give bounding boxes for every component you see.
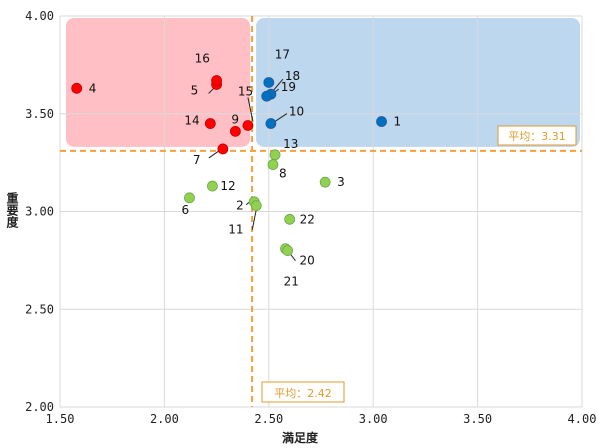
data-point-7 [217, 143, 229, 155]
point-label-9: 9 [231, 112, 239, 126]
low-satisfaction-high-importance-quadrant [66, 18, 251, 147]
leader-line-5 [208, 88, 214, 94]
data-point-6 [184, 192, 195, 204]
data-point-9 [229, 125, 241, 137]
x-tick-label: 4.00 [568, 412, 597, 426]
data-point-21 [282, 245, 293, 257]
point-label-3: 3 [337, 175, 345, 189]
point-label-1: 1 [394, 115, 402, 129]
point-label-7: 7 [193, 153, 201, 167]
x-tick-label: 2.50 [254, 412, 283, 426]
point-label-13: 13 [283, 137, 298, 151]
y-tick-label: 2.00 [25, 400, 54, 414]
data-point-14 [204, 118, 216, 129]
point-label-10: 10 [289, 105, 304, 119]
point-label-6: 6 [181, 203, 189, 217]
point-label-16: 16 [195, 52, 210, 66]
x-axis-title: 満足度 [282, 430, 319, 445]
point-label-5: 5 [191, 83, 199, 97]
y-axis-title: 重要度 [5, 191, 19, 229]
data-point-15 [242, 120, 254, 131]
point-label-20: 20 [300, 254, 315, 268]
quadrant-backgrounds [66, 18, 580, 147]
data-point-8 [267, 159, 279, 170]
data-point-1 [376, 116, 387, 127]
y-average-label-box [497, 125, 577, 146]
leader-line-7 [208, 150, 220, 159]
average-lines [60, 16, 582, 407]
x-tick-label: 3.00 [359, 412, 388, 426]
x-axis-tick-labels: 1.50 2.00 2.50 3.00 3.50 4.00 [46, 412, 597, 426]
point-label-19: 19 [281, 80, 296, 94]
point-label-14: 14 [184, 114, 199, 128]
y-tick-label: 4.00 [25, 9, 54, 23]
data-point-17 [263, 77, 275, 88]
leader-line-11 [251, 209, 257, 230]
y-tick-label: 2.50 [25, 302, 54, 316]
point-label-2: 2 [236, 199, 244, 213]
data-point-13 [269, 149, 281, 161]
point-label-4: 4 [89, 81, 97, 95]
data-point-4 [71, 82, 83, 94]
x-average-label: 平均：2.42 [274, 387, 332, 400]
data-point-3 [319, 176, 331, 188]
point-label-15: 15 [238, 84, 253, 98]
data-points [71, 75, 387, 257]
point-label-11: 11 [228, 223, 243, 237]
x-tick-label: 3.50 [463, 412, 492, 426]
point-label-22: 22 [300, 212, 315, 226]
point-label-18: 18 [285, 69, 300, 83]
y-tick-label: 3.00 [25, 205, 54, 219]
point-label-21: 21 [284, 275, 299, 289]
leader-line-15 [247, 97, 254, 122]
high-satisfaction-high-importance-quadrant [256, 18, 580, 147]
y-tick-label: 3.50 [25, 107, 54, 121]
y-average-label: 平均：3.31 [508, 130, 566, 143]
leader-line-10 [274, 113, 288, 122]
point-label-8: 8 [279, 167, 287, 181]
data-point-16 [211, 75, 223, 86]
data-point-19 [261, 90, 273, 102]
x-tick-label: 1.50 [46, 412, 75, 426]
point-label-12: 12 [220, 179, 235, 193]
data-point-10 [265, 118, 277, 129]
data-point-11 [250, 200, 262, 212]
data-point-22 [284, 213, 296, 225]
data-point-12 [207, 180, 218, 192]
y-axis-tick-labels: 2.00 2.50 3.00 3.50 4.00 [25, 9, 54, 414]
x-average-label-box [261, 381, 345, 403]
point-label-17: 17 [275, 47, 290, 61]
x-tick-label: 2.00 [150, 412, 179, 426]
